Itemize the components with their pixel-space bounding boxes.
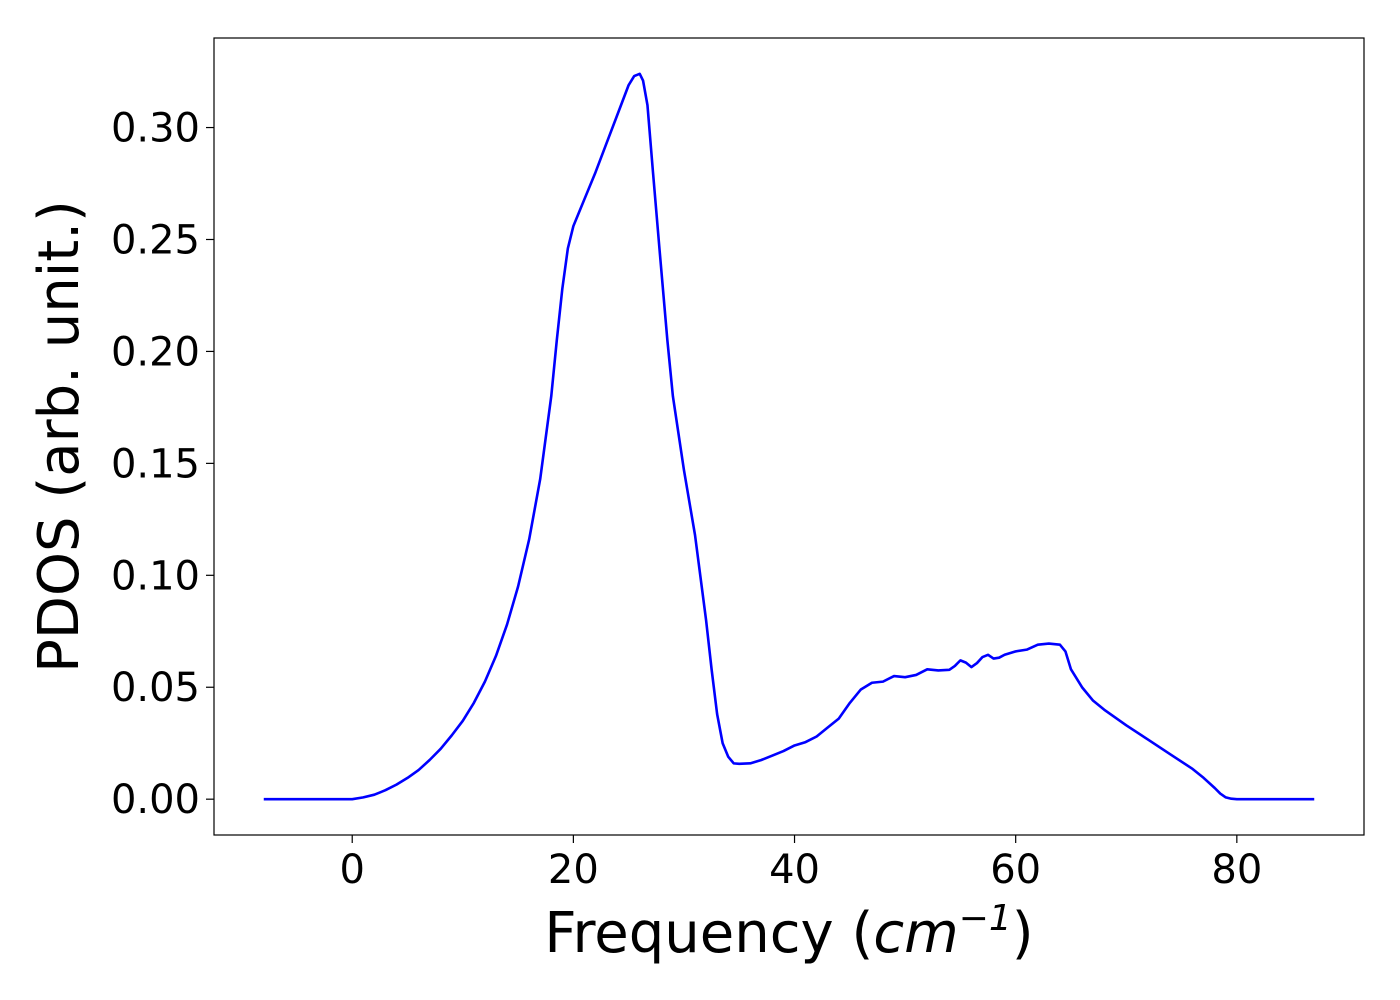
x-axis-label-unit: cm <box>873 901 958 966</box>
y-axis: 0.00 0.05 0.10 0.15 0.20 0.25 0.30 <box>111 106 214 823</box>
x-axis: 0 20 40 60 80 <box>339 835 1262 893</box>
x-tick-label: 0 <box>339 847 364 893</box>
y-tick-label: 0.25 <box>111 217 200 263</box>
y-axis-label: PDOS (arb. unit.) <box>27 200 92 673</box>
y-tick-label: 0.15 <box>111 441 200 487</box>
x-axis-label: Frequency (cm−1) <box>544 898 1033 966</box>
x-tick-label: 60 <box>990 847 1041 893</box>
x-axis-label-prefix: Frequency ( <box>544 901 873 966</box>
plot-area <box>263 72 1315 801</box>
y-tick-label: 0.00 <box>111 777 200 823</box>
y-tick-label: 0.30 <box>111 106 200 152</box>
x-axis-label-exponent: −1 <box>959 898 1012 939</box>
x-tick-label: 80 <box>1211 847 1262 893</box>
x-tick-label: 20 <box>548 847 599 893</box>
pdos-series-line <box>263 72 1315 801</box>
y-tick-label: 0.10 <box>111 553 200 599</box>
x-axis-label-suffix: ) <box>1012 901 1034 966</box>
x-tick-label: 40 <box>769 847 820 893</box>
y-tick-label: 0.05 <box>111 665 200 711</box>
plot-frame <box>213 37 1365 836</box>
y-tick-label: 0.20 <box>111 329 200 375</box>
